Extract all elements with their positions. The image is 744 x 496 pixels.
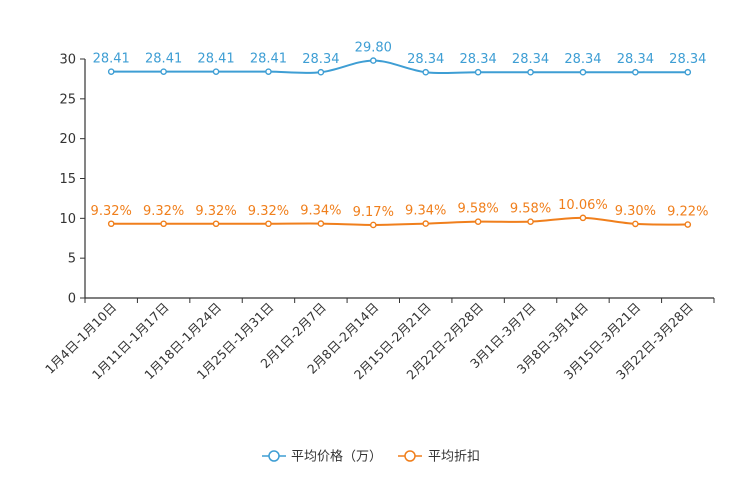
data-label: 9.17% [353,205,394,220]
data-label: 28.41 [250,52,287,67]
data-point [160,68,167,75]
data-point [422,68,430,76]
data-label: 28.41 [197,52,234,67]
data-label: 28.34 [302,52,339,67]
data-point [579,68,587,76]
series-line [111,59,688,75]
y-tick-label: 10 [59,212,76,227]
data-point [684,68,692,76]
data-label: 9.34% [405,204,446,219]
series-line [111,216,688,226]
data-point [317,68,325,76]
data-point [265,220,272,228]
data-point [369,57,377,64]
data-point [579,214,587,222]
data-point [317,220,325,227]
series-2: 9.32% 9.32% 9.32% 9.32% 9.34% 9.17% 9.34% 9.58%… [91,198,708,229]
data-point [474,68,482,76]
data-point [632,220,639,228]
data-label: 28.34 [564,52,601,67]
y-tick-label: 20 [59,132,76,147]
data-label: 10.06% [558,198,608,213]
data-label: 9.22% [667,205,708,220]
legend[interactable]: 平均价格（万） 平均折扣 [262,449,480,465]
y-tick-label: 25 [59,92,76,107]
series-layer: 28.41 28.41 28.41 28.41 28.34 29.80 28.34 28.34… [91,41,708,229]
data-point [422,220,430,227]
legend-marker-icon [404,450,416,462]
series-1: 28.41 28.41 28.41 28.41 28.34 29.80 28.34 28.34… [93,41,706,76]
data-label: 28.34 [460,52,497,67]
data-point [160,220,167,228]
data-label: 28.34 [669,52,706,67]
data-point [527,218,534,225]
data-label: 9.32% [143,204,184,219]
data-label: 9.32% [91,204,132,219]
data-point [107,220,115,228]
legend-item-1[interactable]: 平均价格（万） [262,449,382,465]
data-point [474,218,482,225]
data-label: 9.32% [248,204,289,219]
data-point [107,68,115,75]
y-tick-label: 5 [68,252,76,267]
data-label: 9.34% [300,204,341,219]
data-point [527,68,534,76]
data-label: 9.30% [615,204,656,219]
data-label: 28.34 [512,52,549,67]
data-point [212,68,220,75]
data-point [684,221,692,228]
legend-label: 平均价格（万） [291,449,382,465]
data-label: 28.34 [617,52,654,67]
data-label: 29.80 [355,41,392,56]
y-tick-label: 0 [68,292,76,307]
data-label: 28.41 [93,52,130,67]
data-label: 28.41 [145,52,182,67]
data-label: 9.58% [457,202,498,217]
data-point [265,68,272,75]
legend-label: 平均折扣 [428,450,480,465]
data-label: 28.34 [407,52,444,67]
data-point [632,68,639,76]
data-point [212,220,220,228]
data-label: 9.58% [510,202,551,217]
y-tick-label: 15 [59,172,76,187]
y-tick-label: 30 [59,53,76,68]
legend-marker-icon [268,450,280,462]
data-label: 9.32% [195,204,236,219]
legend-item-2[interactable]: 平均折扣 [398,450,480,465]
data-point [369,221,377,229]
